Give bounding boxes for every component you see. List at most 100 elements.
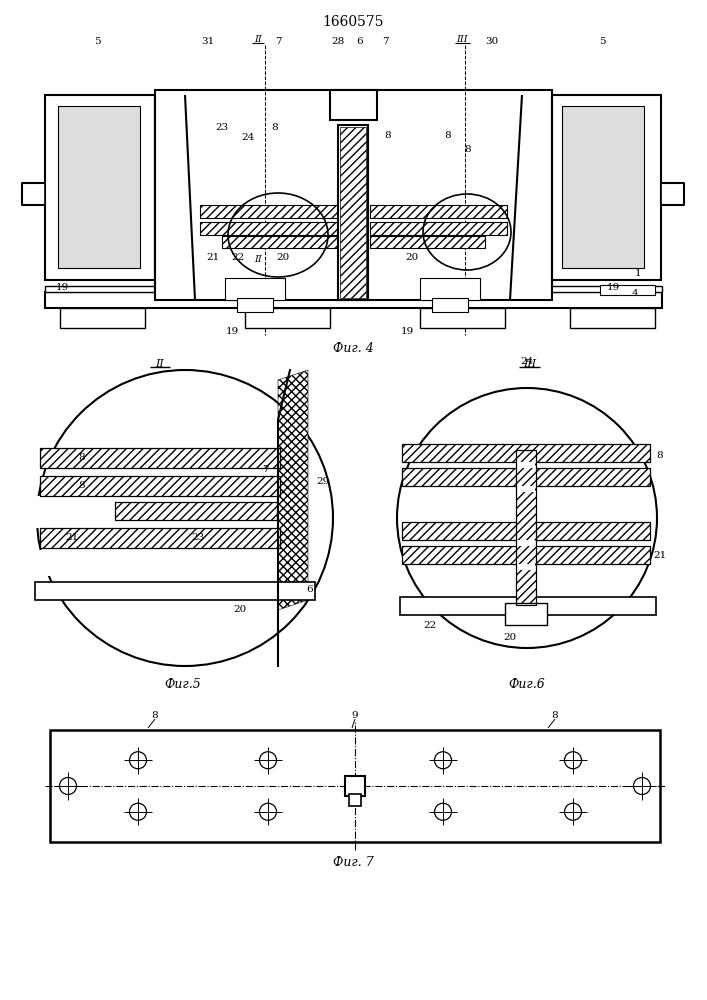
Text: II: II [254, 255, 262, 264]
Text: 24: 24 [241, 133, 255, 142]
Text: II: II [156, 359, 164, 369]
Bar [115, 502, 277, 520]
Bar [40, 528, 280, 548]
Text: 1: 1 [635, 269, 641, 278]
Bar [200, 222, 337, 235]
Bar [45, 292, 662, 308]
Bar [402, 522, 650, 540]
Text: 19: 19 [226, 328, 239, 336]
Bar [40, 528, 280, 548]
Bar [370, 222, 507, 235]
Text: 20: 20 [503, 634, 517, 643]
Bar [22, 183, 45, 205]
Bar [516, 450, 536, 605]
Bar [517, 540, 535, 546]
Bar [225, 278, 285, 300]
Circle shape [633, 778, 650, 794]
Bar [40, 448, 280, 468]
Bar [517, 486, 535, 492]
Bar [570, 308, 655, 328]
Polygon shape [278, 370, 308, 610]
Bar [222, 236, 337, 248]
Bar [35, 550, 112, 576]
Circle shape [259, 752, 276, 769]
Text: 29: 29 [316, 478, 329, 487]
Bar [58, 106, 140, 268]
Bar [45, 95, 155, 280]
Text: 8: 8 [271, 123, 279, 132]
Text: III: III [523, 359, 537, 369]
Text: 31: 31 [201, 37, 215, 46]
Text: 22: 22 [231, 253, 245, 262]
Bar [402, 546, 650, 564]
Text: 21: 21 [653, 550, 667, 560]
Bar [35, 496, 112, 528]
Bar [50, 730, 660, 842]
Bar [40, 476, 280, 496]
Text: 23: 23 [192, 534, 204, 542]
Bar [420, 308, 505, 328]
Circle shape [37, 370, 333, 666]
Text: 22: 22 [423, 620, 437, 630]
Text: 19: 19 [55, 284, 69, 292]
Bar [370, 205, 507, 218]
Circle shape [435, 752, 452, 769]
Bar [340, 127, 366, 298]
Circle shape [564, 752, 581, 769]
Bar [349, 794, 361, 806]
Text: 19: 19 [607, 284, 619, 292]
Text: 8: 8 [657, 450, 663, 460]
Text: 24: 24 [520, 358, 534, 366]
Text: 8: 8 [78, 454, 86, 462]
Bar [370, 236, 485, 248]
Text: 7: 7 [262, 466, 269, 475]
Bar [115, 502, 277, 520]
Text: 8: 8 [445, 130, 451, 139]
Bar [370, 205, 507, 218]
Bar [35, 582, 315, 600]
Bar [345, 776, 365, 796]
Text: Фиг.5: Фиг.5 [165, 678, 201, 692]
Bar [402, 444, 650, 462]
Bar [661, 183, 684, 205]
Text: 7: 7 [275, 37, 281, 46]
Text: 8: 8 [551, 710, 559, 720]
Bar [60, 308, 145, 328]
Bar [402, 444, 650, 462]
Text: 8: 8 [385, 130, 391, 139]
Bar [200, 222, 337, 235]
Bar [222, 236, 337, 248]
Bar [370, 222, 507, 235]
Circle shape [129, 803, 146, 820]
Bar [516, 450, 536, 605]
Bar [200, 205, 337, 218]
Text: 7: 7 [382, 37, 388, 46]
Text: 6: 6 [357, 37, 363, 46]
Text: 5: 5 [599, 37, 605, 46]
Bar [338, 125, 368, 300]
Bar [517, 462, 535, 468]
Text: 20: 20 [276, 253, 290, 262]
Bar [562, 106, 644, 268]
Bar [245, 308, 330, 328]
Text: 9: 9 [351, 710, 358, 720]
Bar [40, 448, 280, 468]
Bar [237, 298, 273, 312]
Text: 21: 21 [206, 253, 220, 262]
Circle shape [435, 803, 452, 820]
Circle shape [259, 803, 276, 820]
Bar [432, 298, 468, 312]
Bar [420, 278, 480, 300]
Circle shape [59, 778, 76, 794]
Bar [402, 546, 650, 564]
Text: 20: 20 [233, 605, 247, 614]
Text: 8: 8 [464, 145, 472, 154]
Bar [200, 205, 337, 218]
Text: 8: 8 [78, 482, 86, 490]
Text: 30: 30 [486, 37, 498, 46]
Text: 23: 23 [216, 123, 228, 132]
Circle shape [129, 752, 146, 769]
Bar [400, 597, 656, 615]
Text: 5: 5 [94, 37, 100, 46]
Bar [155, 90, 552, 300]
